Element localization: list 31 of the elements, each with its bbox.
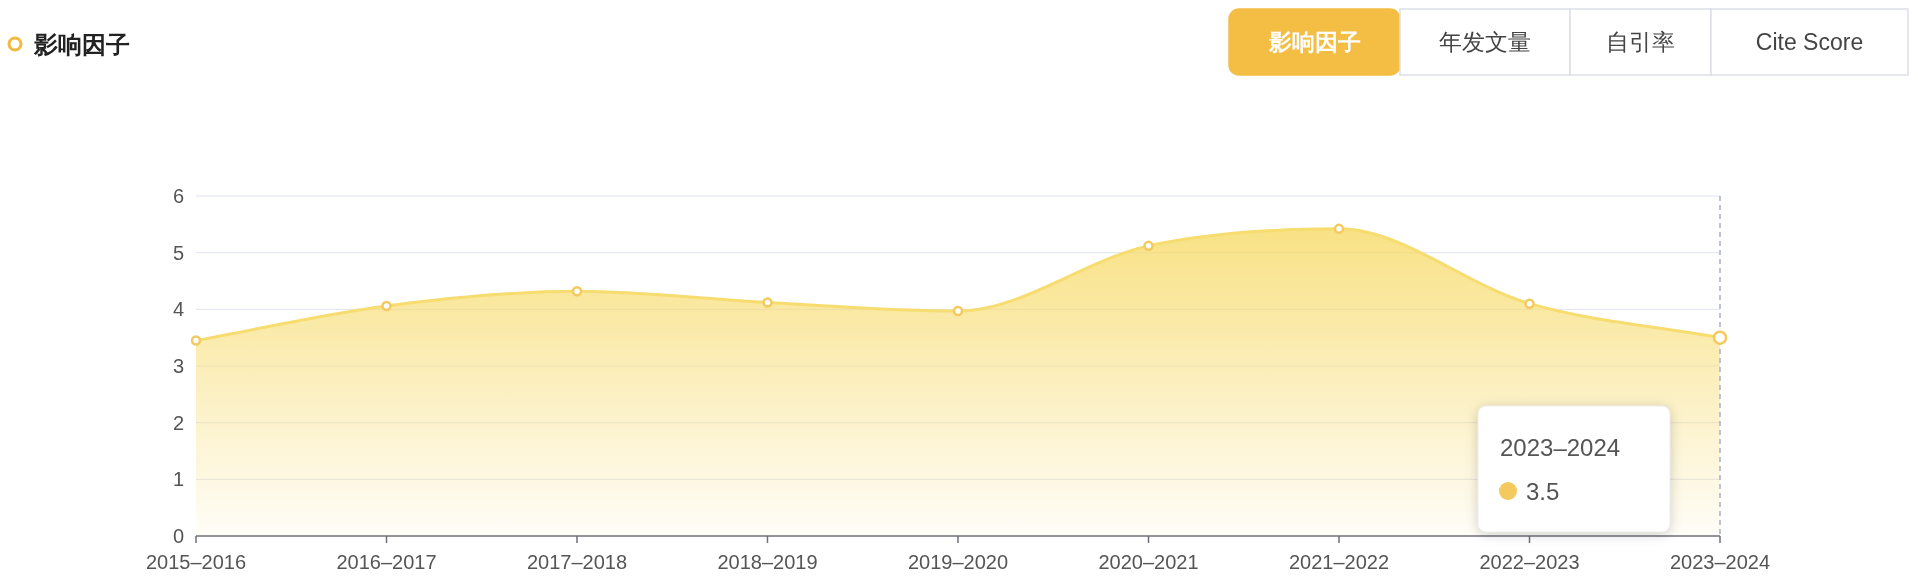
y-tick-label: 6 [172,185,184,207]
text: 影响因子 [1267,29,1361,55]
y-tick-label: 5 [172,241,184,264]
y-tick-label: 4 [172,298,184,321]
x-tick-label: 2021–2022 [1288,551,1390,573]
y-tick-label: 1 [172,468,184,491]
x-tick-label: 2015–2016 [145,551,247,573]
annotation: 3.5 [1526,478,1560,505]
chart-title: 影响因子 [33,31,130,58]
point [1524,298,1535,309]
x-tick-label: 2018–2019 [717,551,818,573]
text: Cite Score [1755,29,1864,55]
point [381,300,392,312]
point [571,285,583,297]
point [1333,223,1345,235]
y-tick-label: 2 [172,411,184,434]
x-tick-label: 2022–2023 [1479,551,1580,573]
point [190,335,202,346]
y-tick-label: 3 [172,355,184,377]
y-tick-label: 0 [172,525,184,547]
point [1143,240,1154,252]
x-tick-label: 2019–2020 [907,551,1009,573]
x-tick-label: 2017–2018 [526,551,628,573]
point [762,297,773,308]
point [952,305,964,317]
x-tick-label: 2020–2021 [1098,551,1199,573]
text: 自引率 [1606,29,1675,55]
annotation: 2023–2024 [1500,434,1621,461]
x-tick-label: 2016–2017 [336,551,437,573]
text: 年发文量 [1439,29,1531,55]
x-tick-label: 2023–2024 [1669,551,1771,573]
